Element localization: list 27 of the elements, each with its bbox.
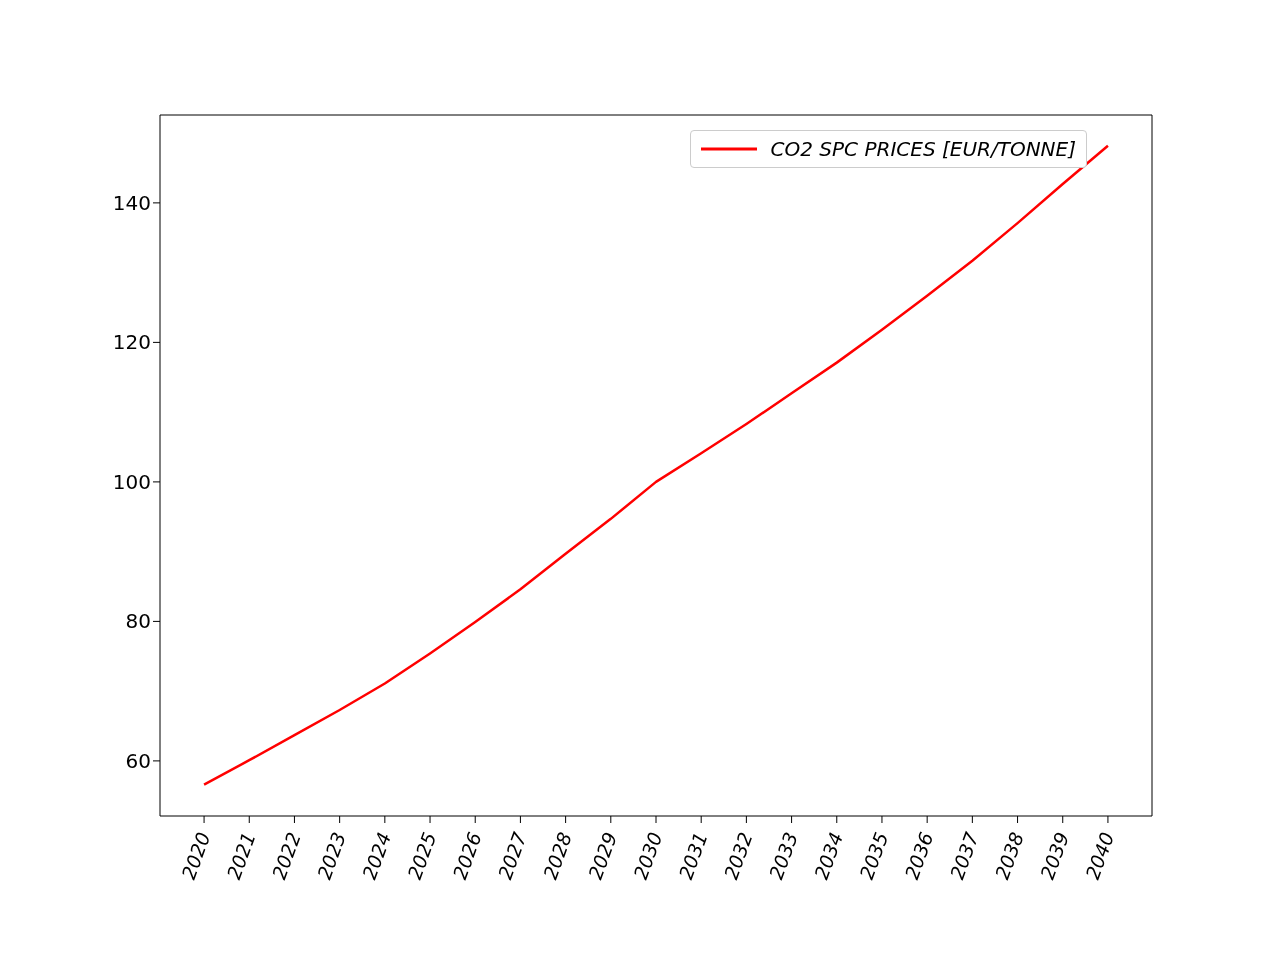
x-tick-label: 2027	[493, 829, 531, 883]
x-tick-label: 2037	[945, 829, 983, 883]
x-tick-label: 2020	[177, 829, 215, 883]
x-tick-label: 2038	[990, 829, 1028, 883]
x-tick-label: 2028	[538, 829, 576, 883]
x-tick-label: 2034	[809, 829, 848, 883]
y-tick-label: 100	[112, 469, 151, 494]
x-tick-label: 2039	[1035, 829, 1074, 883]
x-tick-label: 2035	[855, 829, 893, 883]
x-tick-label: 2033	[764, 829, 802, 883]
x-tick-label: 2029	[583, 829, 622, 883]
y-tick-label: 120	[112, 330, 151, 355]
x-tick-label: 2031	[674, 829, 712, 883]
legend-label: CO2 SPC PRICES [EUR/TONNE]	[770, 137, 1076, 161]
x-tick-label: 2021	[222, 829, 260, 883]
x-tick-label: 2030	[629, 829, 667, 883]
x-tick-label: 2025	[403, 829, 441, 883]
y-tick-label: 60	[125, 749, 151, 773]
x-tick-label: 2032	[719, 829, 757, 883]
x-tick-label: 2026	[448, 829, 486, 883]
x-tick-label: 2023	[312, 829, 350, 883]
x-tick-label: 2022	[267, 829, 305, 883]
x-tick-label: 2040	[1081, 829, 1119, 883]
y-tick-label: 140	[112, 190, 151, 215]
x-tick-label: 2024	[357, 829, 396, 883]
y-tick-label: 80	[125, 609, 151, 634]
x-tick-label: 2036	[900, 829, 938, 883]
